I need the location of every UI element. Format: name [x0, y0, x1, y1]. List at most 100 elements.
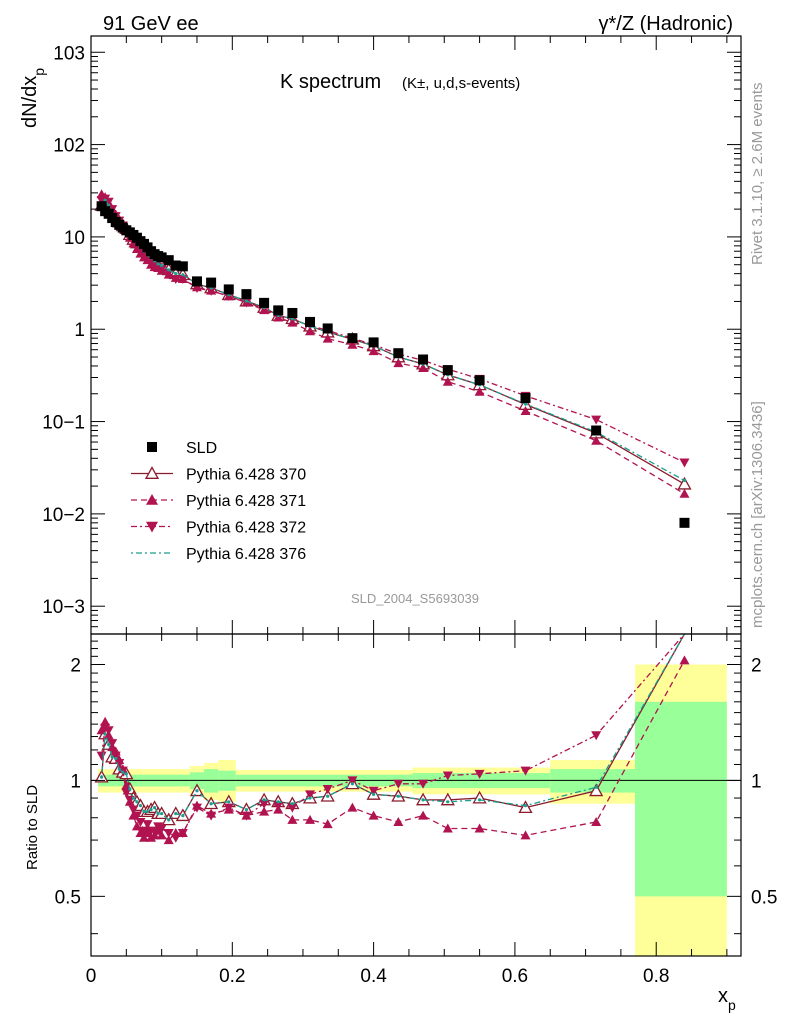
point-0-23: [223, 284, 234, 295]
rtick-label-right-2: 2: [751, 655, 762, 676]
ratio-point-2-33: [418, 779, 429, 789]
ratio-point-2-7: [121, 788, 132, 798]
legend-item-4: Pythia 6.428 376: [131, 546, 306, 563]
ratio-point-0-34: [440, 792, 455, 806]
xtick-label-2: 0.4: [360, 966, 387, 987]
legend-label-1: Pythia 6.428 370: [186, 467, 306, 484]
ratio-point-3-37: [594, 785, 598, 789]
ratio-point-3-32: [396, 794, 400, 798]
point-0-37: [591, 425, 602, 436]
ratio-point-3-12: [142, 809, 146, 814]
ratio-series-0: [94, 634, 686, 826]
ratio-point-2-0: [96, 751, 107, 761]
xtick-label-3: 0.6: [502, 966, 528, 987]
point-4-16: [156, 262, 160, 266]
legend-label-2: Pythia 6.428 371: [186, 493, 306, 510]
ratio-point-2-5: [114, 758, 125, 768]
legend-marker-2: [146, 494, 158, 505]
point-2-37: [591, 435, 602, 445]
ratio-point-3-1: [103, 732, 107, 736]
ratio-point-3-9: [131, 796, 135, 800]
ratio-point-1-27: [287, 814, 298, 824]
ratio-point-3-28: [308, 796, 312, 800]
header-left: 91 GeV ee: [103, 13, 199, 35]
point-0-27: [287, 307, 298, 318]
ratio-point-2-30: [347, 776, 358, 786]
ratio-point-1-37: [591, 816, 602, 826]
point-0-35: [474, 375, 485, 386]
ratio-point-2-3: [107, 739, 118, 749]
ratio-point-2-32: [393, 779, 404, 789]
ytick-label-4: 10: [64, 228, 85, 249]
band-green-7: [635, 701, 727, 897]
series-1: [94, 192, 692, 490]
ratio-point-3-5: [117, 767, 121, 771]
ratio-point-3-34: [446, 800, 450, 804]
legend: SLD Pythia 6.428 370 Pythia 6.428 371 Pythi…: [131, 440, 306, 563]
ratio-point-3-25: [262, 798, 266, 802]
point-0-19: [170, 260, 181, 271]
legend-item-2: Pythia 6.428 371: [131, 493, 306, 510]
legend-label-0: SLD: [186, 440, 217, 457]
ratio-point-3-35: [477, 798, 482, 802]
ratio-point-2-27: [287, 803, 298, 813]
rtick-label-right-1: 1: [751, 771, 762, 792]
ratio-point-2-10: [131, 811, 142, 821]
ratio-point-2-25: [259, 799, 270, 809]
rtick-label-0: 0.5: [55, 887, 81, 908]
legend-label-4: Pythia 6.428 376: [186, 546, 306, 563]
ratio-point-2-31: [368, 786, 379, 796]
ratio-point-3-24: [244, 807, 249, 812]
ratio-point-2-35: [474, 769, 485, 779]
point-2-29: [322, 333, 333, 343]
point-0-22: [206, 277, 217, 288]
ratio-point-3-33: [421, 798, 425, 802]
rtick-label-2: 2: [70, 655, 81, 676]
point-0-32: [393, 348, 404, 359]
ratio-point-1-18: [163, 835, 174, 845]
point-0-33: [418, 354, 429, 365]
point-0-21: [191, 276, 202, 287]
point-4-36: [523, 402, 528, 406]
ratio-point-2-2: [103, 726, 114, 736]
ratio-point-1-31: [368, 810, 379, 820]
point-4-19: [174, 272, 178, 276]
point-0-20: [177, 261, 188, 272]
ratio-point-3-21: [195, 789, 199, 793]
ratio-point-1-10: [131, 821, 142, 831]
point-4-2: [107, 203, 111, 207]
ratio-point-1-17: [156, 830, 167, 840]
ratio-point-3-19: [174, 812, 178, 816]
ratio-y-axis-label: Ratio to SLD: [24, 785, 41, 870]
point-2-28: [305, 326, 316, 336]
rtick-label-right-0: 0.5: [751, 887, 777, 908]
ratio-point-3-30: [350, 782, 355, 786]
point-4-24: [244, 299, 249, 303]
chart-title-sub: (K±, u,d,s-events): [402, 75, 520, 92]
point-3-38: [679, 458, 690, 468]
point-0-28: [305, 316, 316, 327]
ratio-point-2-17: [156, 824, 167, 834]
point-3-20: [177, 275, 188, 285]
legend-marker-3: [146, 521, 158, 533]
point-0-34: [442, 365, 453, 376]
ratio-point-0-37: [589, 783, 604, 797]
ratio-point-3-10: [135, 800, 139, 804]
point-0-25: [259, 297, 270, 308]
rivet-label: Rivet 3.1.10, ≥ 2.6M events: [749, 83, 766, 266]
point-3-17: [156, 264, 167, 274]
point-4-17: [160, 263, 164, 268]
ratio-point-2-21: [191, 803, 202, 813]
xtick-label-4: 0.8: [643, 966, 669, 987]
ytick-label-3: 1: [74, 320, 85, 341]
point-3-22: [206, 286, 217, 296]
ratio-point-1-32: [393, 816, 404, 826]
xtick-label-0: 0: [86, 966, 97, 987]
mcplots-label: mcplots.cern.ch [arXiv:1306.3436]: [749, 401, 766, 628]
ratio-series-2: [96, 634, 685, 843]
point-4-18: [167, 268, 171, 272]
point-0-17: [156, 252, 167, 263]
ratio-point-2-37: [591, 731, 602, 741]
legend-item-0: SLD: [147, 440, 217, 457]
